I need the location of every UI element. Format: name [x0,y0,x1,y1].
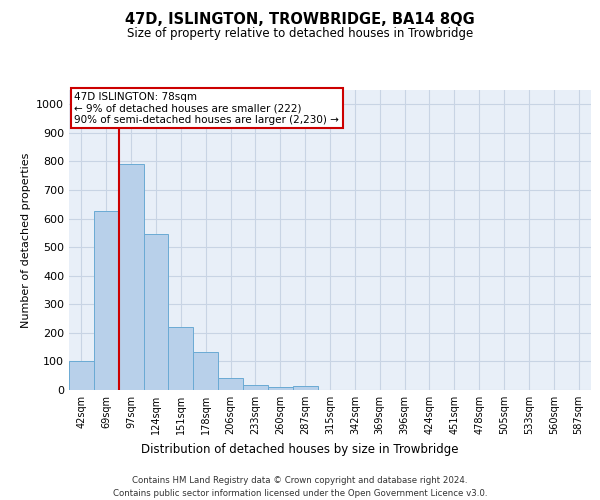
Bar [193,352,218,390]
Bar [94,212,119,390]
Text: 47D, ISLINGTON, TROWBRIDGE, BA14 8QG: 47D, ISLINGTON, TROWBRIDGE, BA14 8QG [125,12,475,28]
Text: 47D ISLINGTON: 78sqm
← 9% of detached houses are smaller (222)
90% of semi-detac: 47D ISLINGTON: 78sqm ← 9% of detached ho… [74,92,339,124]
Text: Distribution of detached houses by size in Trowbridge: Distribution of detached houses by size … [141,442,459,456]
Text: Contains public sector information licensed under the Open Government Licence v3: Contains public sector information licen… [113,489,487,498]
Bar [69,360,94,390]
Y-axis label: Number of detached properties: Number of detached properties [20,152,31,328]
Bar [169,326,193,390]
Bar [143,234,169,390]
Bar [243,385,268,390]
Bar [293,386,317,390]
Text: Contains HM Land Registry data © Crown copyright and database right 2024.: Contains HM Land Registry data © Crown c… [132,476,468,485]
Text: Size of property relative to detached houses in Trowbridge: Size of property relative to detached ho… [127,28,473,40]
Bar [119,164,143,390]
Bar [218,378,243,390]
Bar [268,387,293,390]
